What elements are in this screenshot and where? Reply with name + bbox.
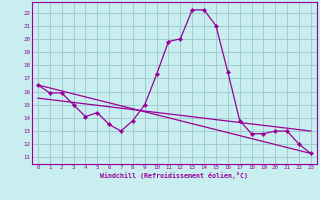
X-axis label: Windchill (Refroidissement éolien,°C): Windchill (Refroidissement éolien,°C) <box>100 172 248 179</box>
